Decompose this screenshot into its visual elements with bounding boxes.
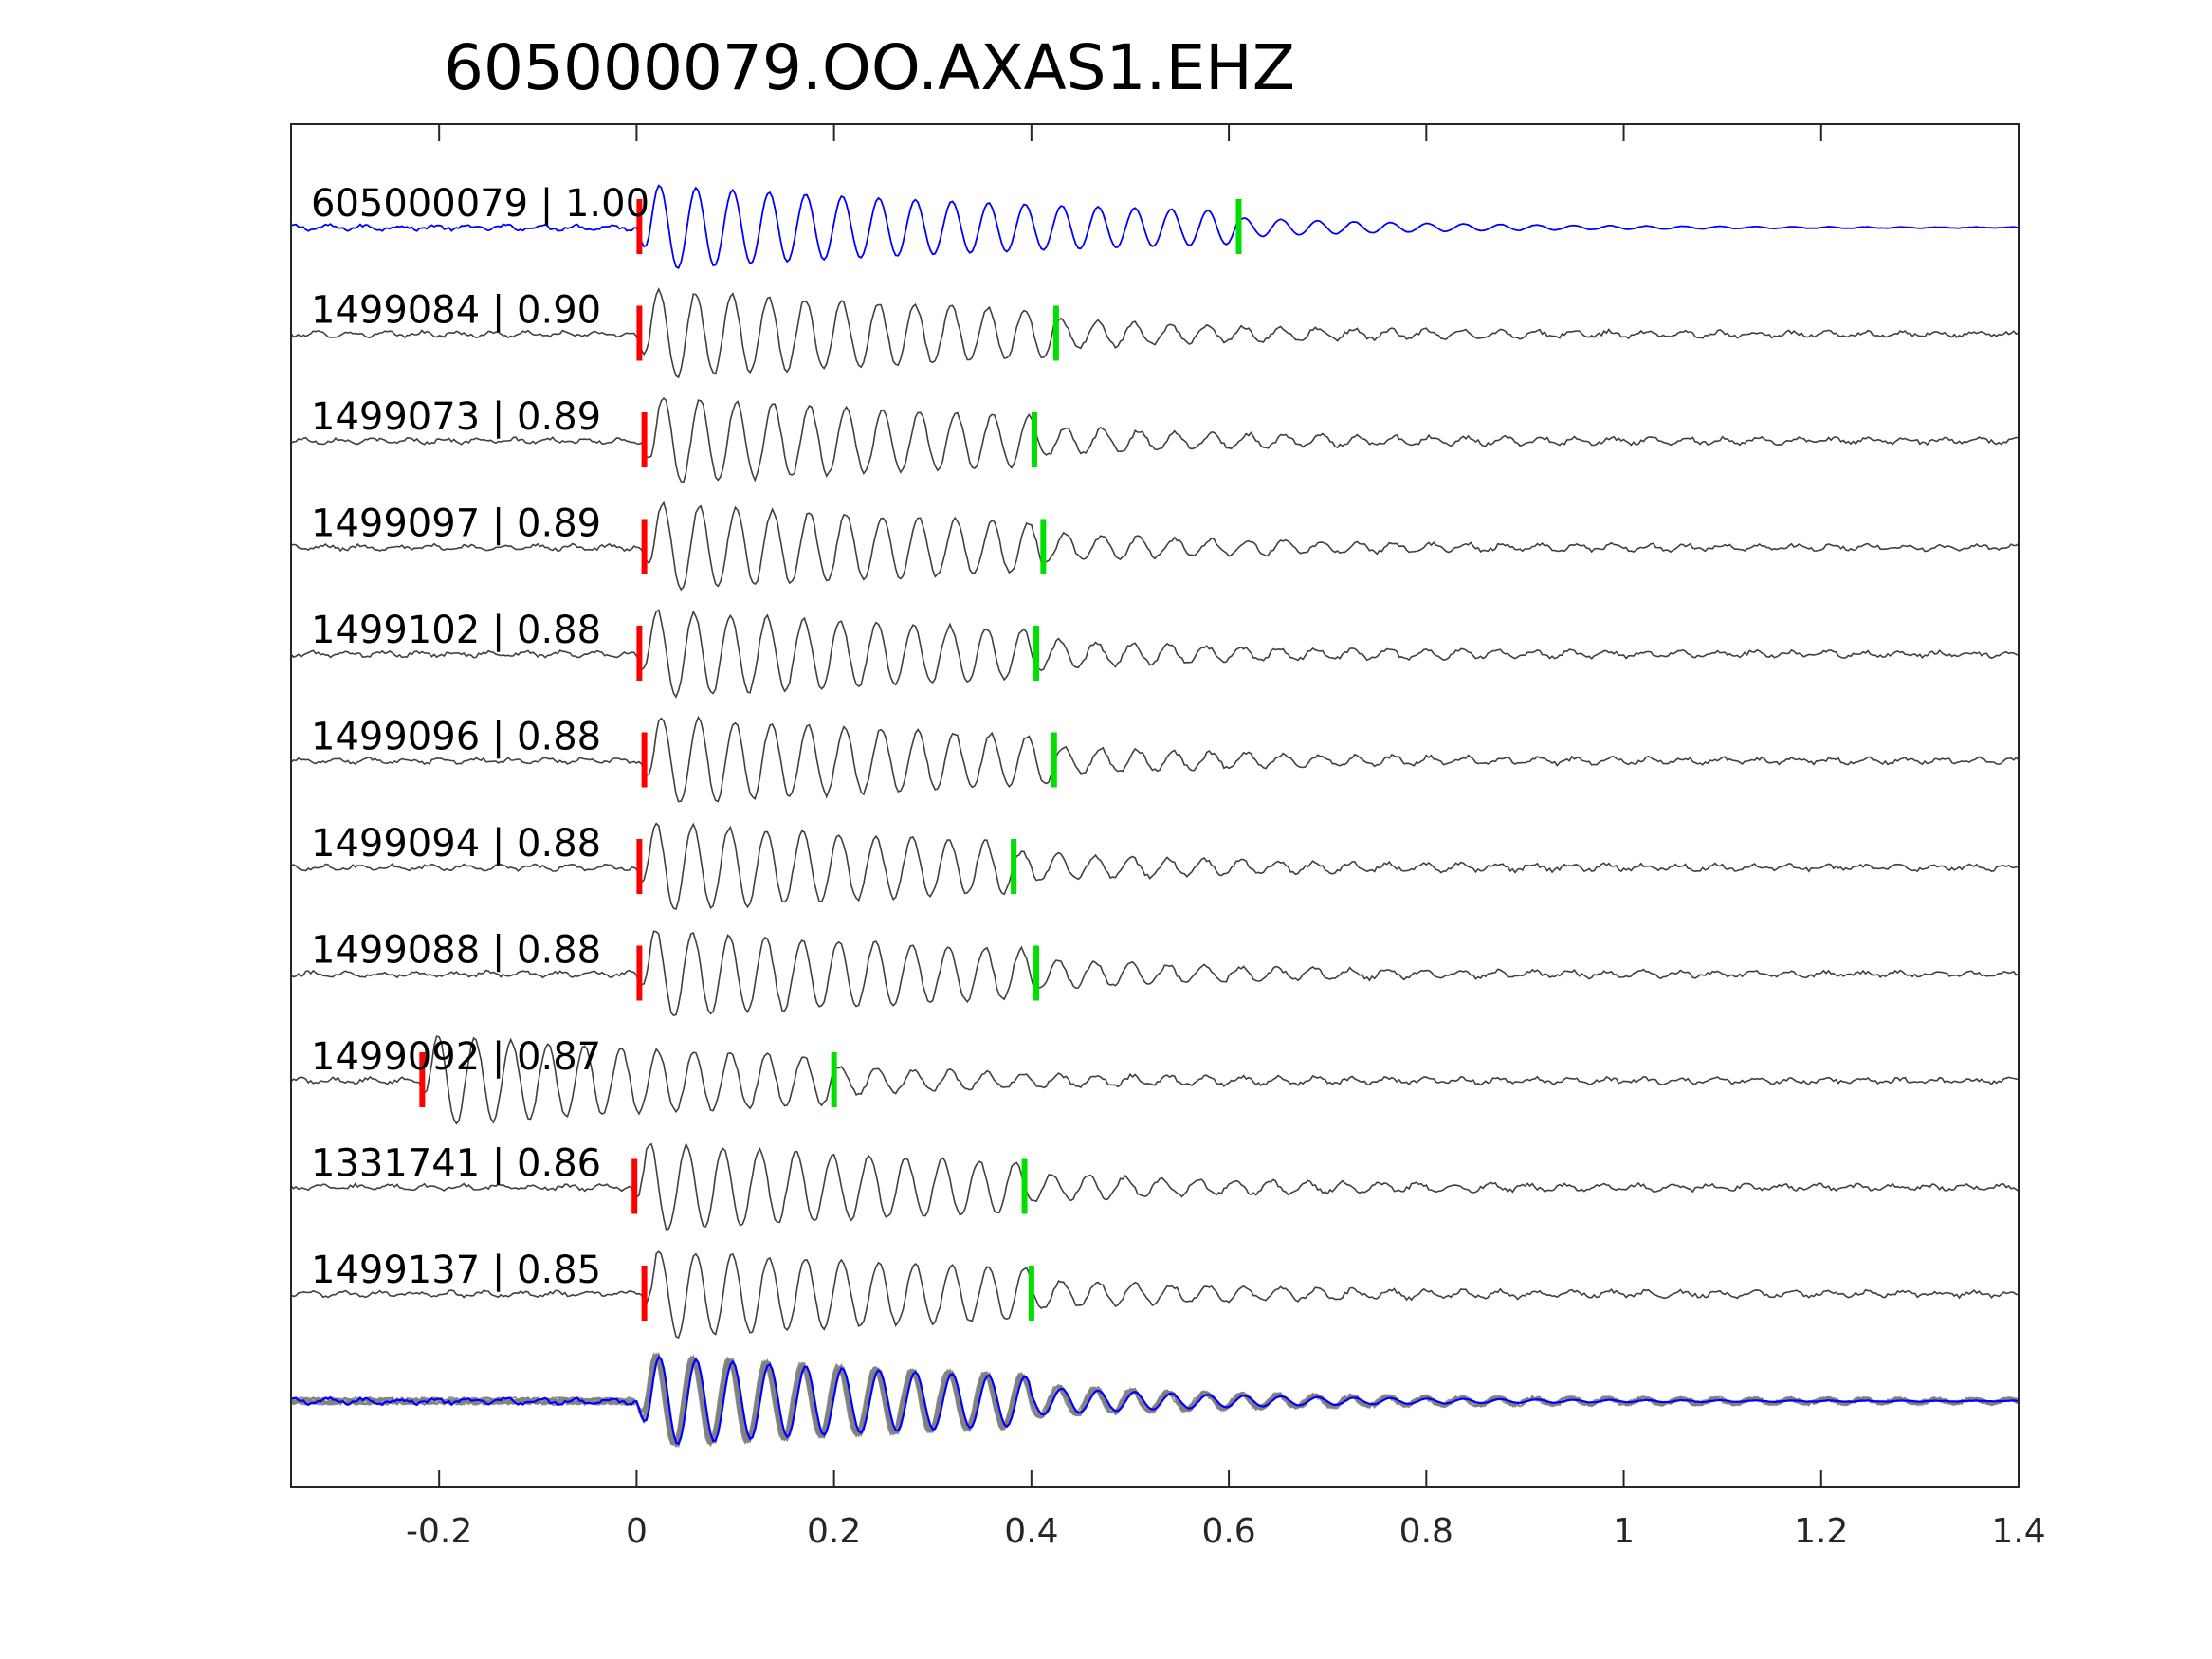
trace-label-10: 1499137 | 0.85 xyxy=(311,1249,601,1292)
trace-label-8: 1499092 | 0.87 xyxy=(311,1035,601,1079)
x-tick-label-7: 1.2 xyxy=(1794,1512,1848,1551)
x-tick-label-0: -0.2 xyxy=(406,1512,472,1551)
trace-line-9 xyxy=(290,1141,2020,1231)
trace-label-3: 1499097 | 0.89 xyxy=(311,502,601,546)
trace-label-5: 1499096 | 0.88 xyxy=(311,716,601,759)
trace-label-4: 1499102 | 0.88 xyxy=(311,609,601,652)
x-tick-label-2: 0.2 xyxy=(807,1512,861,1551)
x-tick-label-5: 0.8 xyxy=(1399,1512,1453,1551)
chart-title: 605000079.OO.AXAS1.EHZ xyxy=(444,31,1295,104)
stack-trace-0 xyxy=(290,1355,2020,1446)
trace-label-9: 1331741 | 0.86 xyxy=(311,1142,601,1186)
trace-label-7: 1499088 | 0.88 xyxy=(311,929,601,973)
x-tick-label-6: 1 xyxy=(1613,1512,1635,1551)
x-tick-label-3: 0.4 xyxy=(1004,1512,1058,1551)
x-axis: -0.2 0 0.2 0.4 0.6 0.8 1 1.2 1.4 xyxy=(406,124,2046,1551)
stacked-waveforms xyxy=(290,1351,2020,1449)
trace-line-3 xyxy=(290,501,2020,592)
waveform-traces xyxy=(290,184,2020,1340)
trace-line-8 xyxy=(290,1035,2020,1125)
trace-line-2 xyxy=(290,396,2020,483)
trace-line-10 xyxy=(290,1250,2020,1340)
trace-line-4 xyxy=(290,609,2020,699)
trace-label-2: 1499073 | 0.89 xyxy=(311,395,601,439)
trace-line-5 xyxy=(290,715,2020,803)
trace-line-0 xyxy=(290,184,2020,270)
trace-label-0: 605000079 | 1.00 xyxy=(311,182,649,226)
trace-line-6 xyxy=(290,822,2020,911)
stack-trace-10 xyxy=(290,1354,2020,1446)
trace-labels: 605000079 | 1.00 1499084 | 0.90 1499073 | … xyxy=(311,182,649,1292)
trace-label-1: 1499084 | 0.90 xyxy=(311,289,601,333)
trace-line-1 xyxy=(290,287,2020,379)
x-tick-label-4: 0.6 xyxy=(1201,1512,1255,1551)
trace-label-6: 1499094 | 0.88 xyxy=(311,822,601,866)
plot-frame xyxy=(290,123,2020,1488)
x-tick-label-1: 0 xyxy=(626,1512,648,1551)
trace-line-7 xyxy=(290,930,2020,1016)
x-tick-label-8: 1.4 xyxy=(1991,1512,2045,1551)
phase-picks xyxy=(419,199,1242,1321)
